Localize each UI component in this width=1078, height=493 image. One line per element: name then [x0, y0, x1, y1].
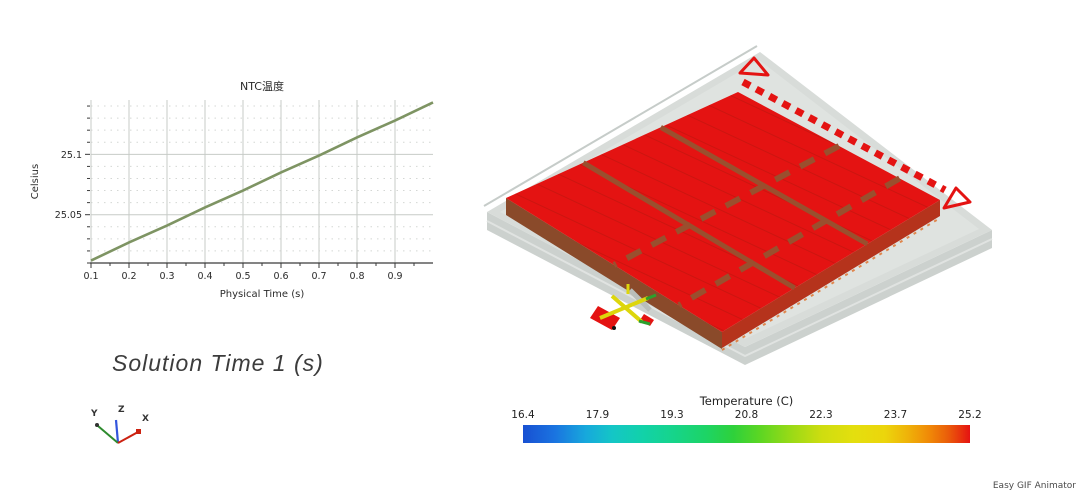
- ntc-temperature-series: [90, 101, 434, 262]
- x-tick-label: 0.1: [83, 271, 98, 282]
- x-tick-label: 0.4: [197, 271, 212, 282]
- y-axis-line: [97, 425, 119, 444]
- ntc-temperature-plot: 0.1 0.2 0.3 0.4 0.5 0.6 0.7 0.8 0.9 25.05 25.1 NTC温…: [30, 79, 434, 300]
- x-tick-label: 0.8: [349, 271, 364, 282]
- z-axis-label: Z: [118, 405, 125, 415]
- module-dividers: [582, 125, 902, 308]
- y-axis-title: Celsius: [30, 164, 41, 199]
- x-tick-label: 0.6: [273, 271, 288, 282]
- y-tick-label: 25.05: [55, 210, 82, 221]
- y-axis-tip: [95, 423, 99, 427]
- x-axis-line: [117, 431, 139, 444]
- legend-tick-row: 16.4 17.9 19.3 20.8 22.3 23.7 25.2: [511, 409, 981, 424]
- pack-side-left: [506, 198, 722, 349]
- z-axis-line: [114, 419, 120, 444]
- x-tick-label: 0.3: [159, 271, 174, 282]
- legend-tick-label: 23.7: [883, 409, 908, 421]
- coolant-fittings: [590, 284, 657, 330]
- x-tick-label: 0.2: [121, 271, 136, 282]
- pack-side-accent: [721, 217, 941, 351]
- legend-tick-label: 20.8: [734, 409, 759, 421]
- pack-side-right: [722, 200, 940, 348]
- legend-colorbar: [523, 425, 970, 443]
- x-axis-label: X: [142, 414, 149, 424]
- legend-tick-label: 25.2: [958, 409, 982, 421]
- axis-triad-icon: Y Z X: [90, 405, 149, 444]
- legend-tick-label: 19.3: [660, 409, 684, 421]
- y-axis-label: Y: [90, 409, 98, 419]
- chart-title: NTC温度: [240, 79, 284, 93]
- x-tick-label: 0.9: [387, 271, 402, 282]
- x-axis-title: Physical Time (s): [220, 289, 305, 300]
- legend-tick-label: 16.4: [511, 409, 535, 421]
- tray-edge-highlight: [483, 45, 758, 207]
- temperature-legend: Temperature (C) 16.4 17.9 19.3 20.8 22.3 23.7…: [511, 394, 982, 443]
- legend-tick-label: 22.3: [809, 409, 833, 421]
- tray-seam: [486, 220, 993, 358]
- y-tick-label: 25.1: [61, 150, 82, 161]
- x-tick-label: 0.5: [235, 271, 250, 282]
- corner-bracket-right: [942, 186, 972, 210]
- corner-bracket-top: [738, 56, 770, 77]
- legend-tick-label: 17.9: [585, 409, 610, 421]
- legend-title: Temperature (C): [699, 394, 794, 408]
- watermark: Easy GIF Animator: [992, 481, 1076, 491]
- tray-side: [487, 212, 992, 365]
- x-axis-tip: [136, 429, 141, 434]
- solution-time-label: Solution Time 1 (s): [112, 350, 324, 376]
- x-tick-label: 0.7: [311, 271, 326, 282]
- temperature-scene-viewport: [483, 45, 993, 365]
